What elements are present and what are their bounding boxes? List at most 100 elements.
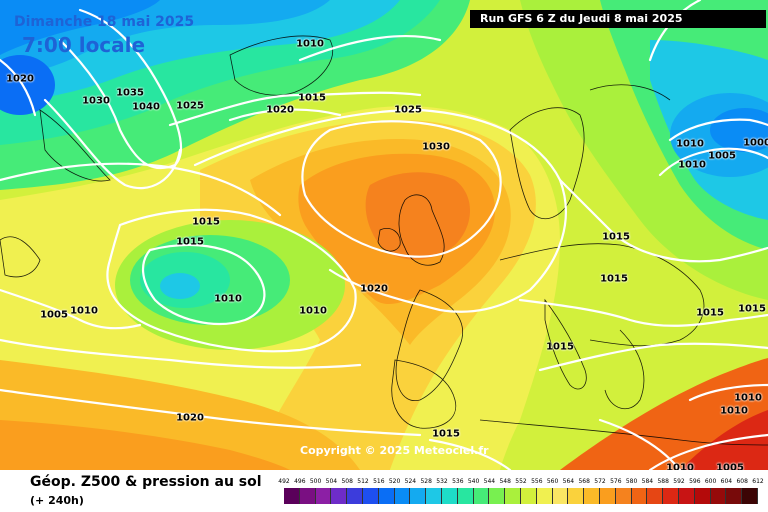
isobar-label: 1005 [40,309,68,321]
legend-swatch [473,488,490,504]
legend-tick: 596 [689,478,701,485]
isobar-label: 1010 [214,293,242,305]
legend-swatch [663,488,679,504]
legend-tick: 536 [452,478,464,485]
legend-tick: 556 [531,478,543,485]
legend-swatch [615,488,632,504]
legend-swatch [457,488,474,504]
isobar-label: 1035 [116,87,144,99]
legend-tick: 560 [546,478,559,485]
isobar-label: 1020 [360,283,388,295]
isobar-label: 1010 [296,38,324,50]
legend-swatch [726,488,743,504]
field-south-darkorange [0,420,290,470]
isobar-label: 1015 [546,341,574,353]
legend-tick: 532 [436,478,448,485]
isobar-label: 1010 [676,138,704,150]
legend-tick: 504 [325,478,338,485]
isobar-label: 1020 [176,412,204,424]
legend-swatch [584,488,600,504]
legend-swatch [331,488,348,504]
isobar-label: 1010 [666,462,694,471]
legend-swatch [694,488,711,504]
legend-swatch [742,488,758,504]
legend-tick: 520 [388,478,401,485]
legend-swatch [378,488,395,504]
isobar-label: 1025 [176,100,204,112]
legend-swatch [552,488,569,504]
legend-tick: 512 [357,478,369,485]
footer: Géop. Z500 & pression au sol (+ 240h) 49… [0,470,768,512]
legend-tick: 500 [309,478,322,485]
isobars [0,0,768,470]
isobar-label: 1010 [70,305,98,317]
isobar-label: 1015 [432,428,460,440]
legend-swatch [394,488,411,504]
isobar-label: 1010 [299,305,327,317]
legend-swatch [568,488,585,504]
legend-tick: 568 [578,478,590,485]
product-title: Géop. Z500 & pression au sol [30,474,262,490]
legend-swatch [679,488,695,504]
field-low-greenland [0,55,55,115]
isobar-label: 1015 [696,307,724,319]
legend-tick: 572 [594,478,606,485]
legend-tick: 496 [294,478,306,485]
lead-time: (+ 240h) [30,494,84,507]
field-low-scandinavia-core [710,108,768,152]
legend-swatch [299,488,316,504]
legend-tick: 600 [704,478,717,485]
legend-tick: 608 [736,478,748,485]
legend-swatch [631,488,648,504]
legend-swatch [315,488,332,504]
isobar-label: 1030 [422,141,450,153]
legend-tick: 612 [752,478,764,485]
field-cutoff-core [160,273,200,299]
isobar-label: 1025 [394,104,422,116]
isobar-label: 1015 [738,303,766,315]
legend-swatch [600,488,616,504]
copyright: Copyright © 2025 Meteociel.fr [300,444,489,457]
geopotential-field [0,0,768,470]
isobar-label: 1015 [298,92,326,104]
legend-tick: 544 [483,478,496,485]
legend-swatch [647,488,664,504]
weather-map: Dimanche 18 mai 2025 7:00 locale Run GFS… [0,0,768,470]
field-southeast-red [680,410,768,470]
legend-swatch [347,488,363,504]
legend-swatch [426,488,442,504]
isobar-label: 1010 [678,159,706,171]
valid-time: 7:00 locale [22,33,146,57]
legend-tick: 564 [562,478,575,485]
legend-tick: 552 [515,478,527,485]
isobar-label: 1010 [720,405,748,417]
isobar-label: 1005 [708,150,736,162]
isobar-label: 1015 [600,273,628,285]
valid-date: Dimanche 18 mai 2025 [14,14,195,30]
legend-tick: 508 [341,478,353,485]
field-band-northwest-deepblue [0,0,160,55]
isobar-label: 1005 [716,462,744,471]
legend-swatch [505,488,521,504]
legend-swatch [284,488,300,504]
legend-tick: 592 [673,478,685,485]
isobar-label: 1020 [266,104,294,116]
legend-swatch [363,488,379,504]
legend-tick: 584 [641,478,654,485]
isobar-label: 1030 [82,95,110,107]
run-label: Run GFS 6 Z du Jeudi 8 mai 2025 [470,10,766,28]
coastlines [0,35,768,446]
legend-swatch [521,488,537,504]
legend-tick: 516 [373,478,385,485]
legend-tick: 580 [625,478,638,485]
legend-tick: 524 [404,478,417,485]
legend-swatch [536,488,553,504]
isobar-label: 1015 [192,216,220,228]
isobar-label: 1010 [734,392,762,404]
legend-swatch [710,488,727,504]
legend-tick: 528 [420,478,432,485]
legend-swatch [410,488,427,504]
legend-tick: 576 [610,478,622,485]
legend-tick: 540 [467,478,480,485]
isobar-label: 1015 [602,231,630,243]
